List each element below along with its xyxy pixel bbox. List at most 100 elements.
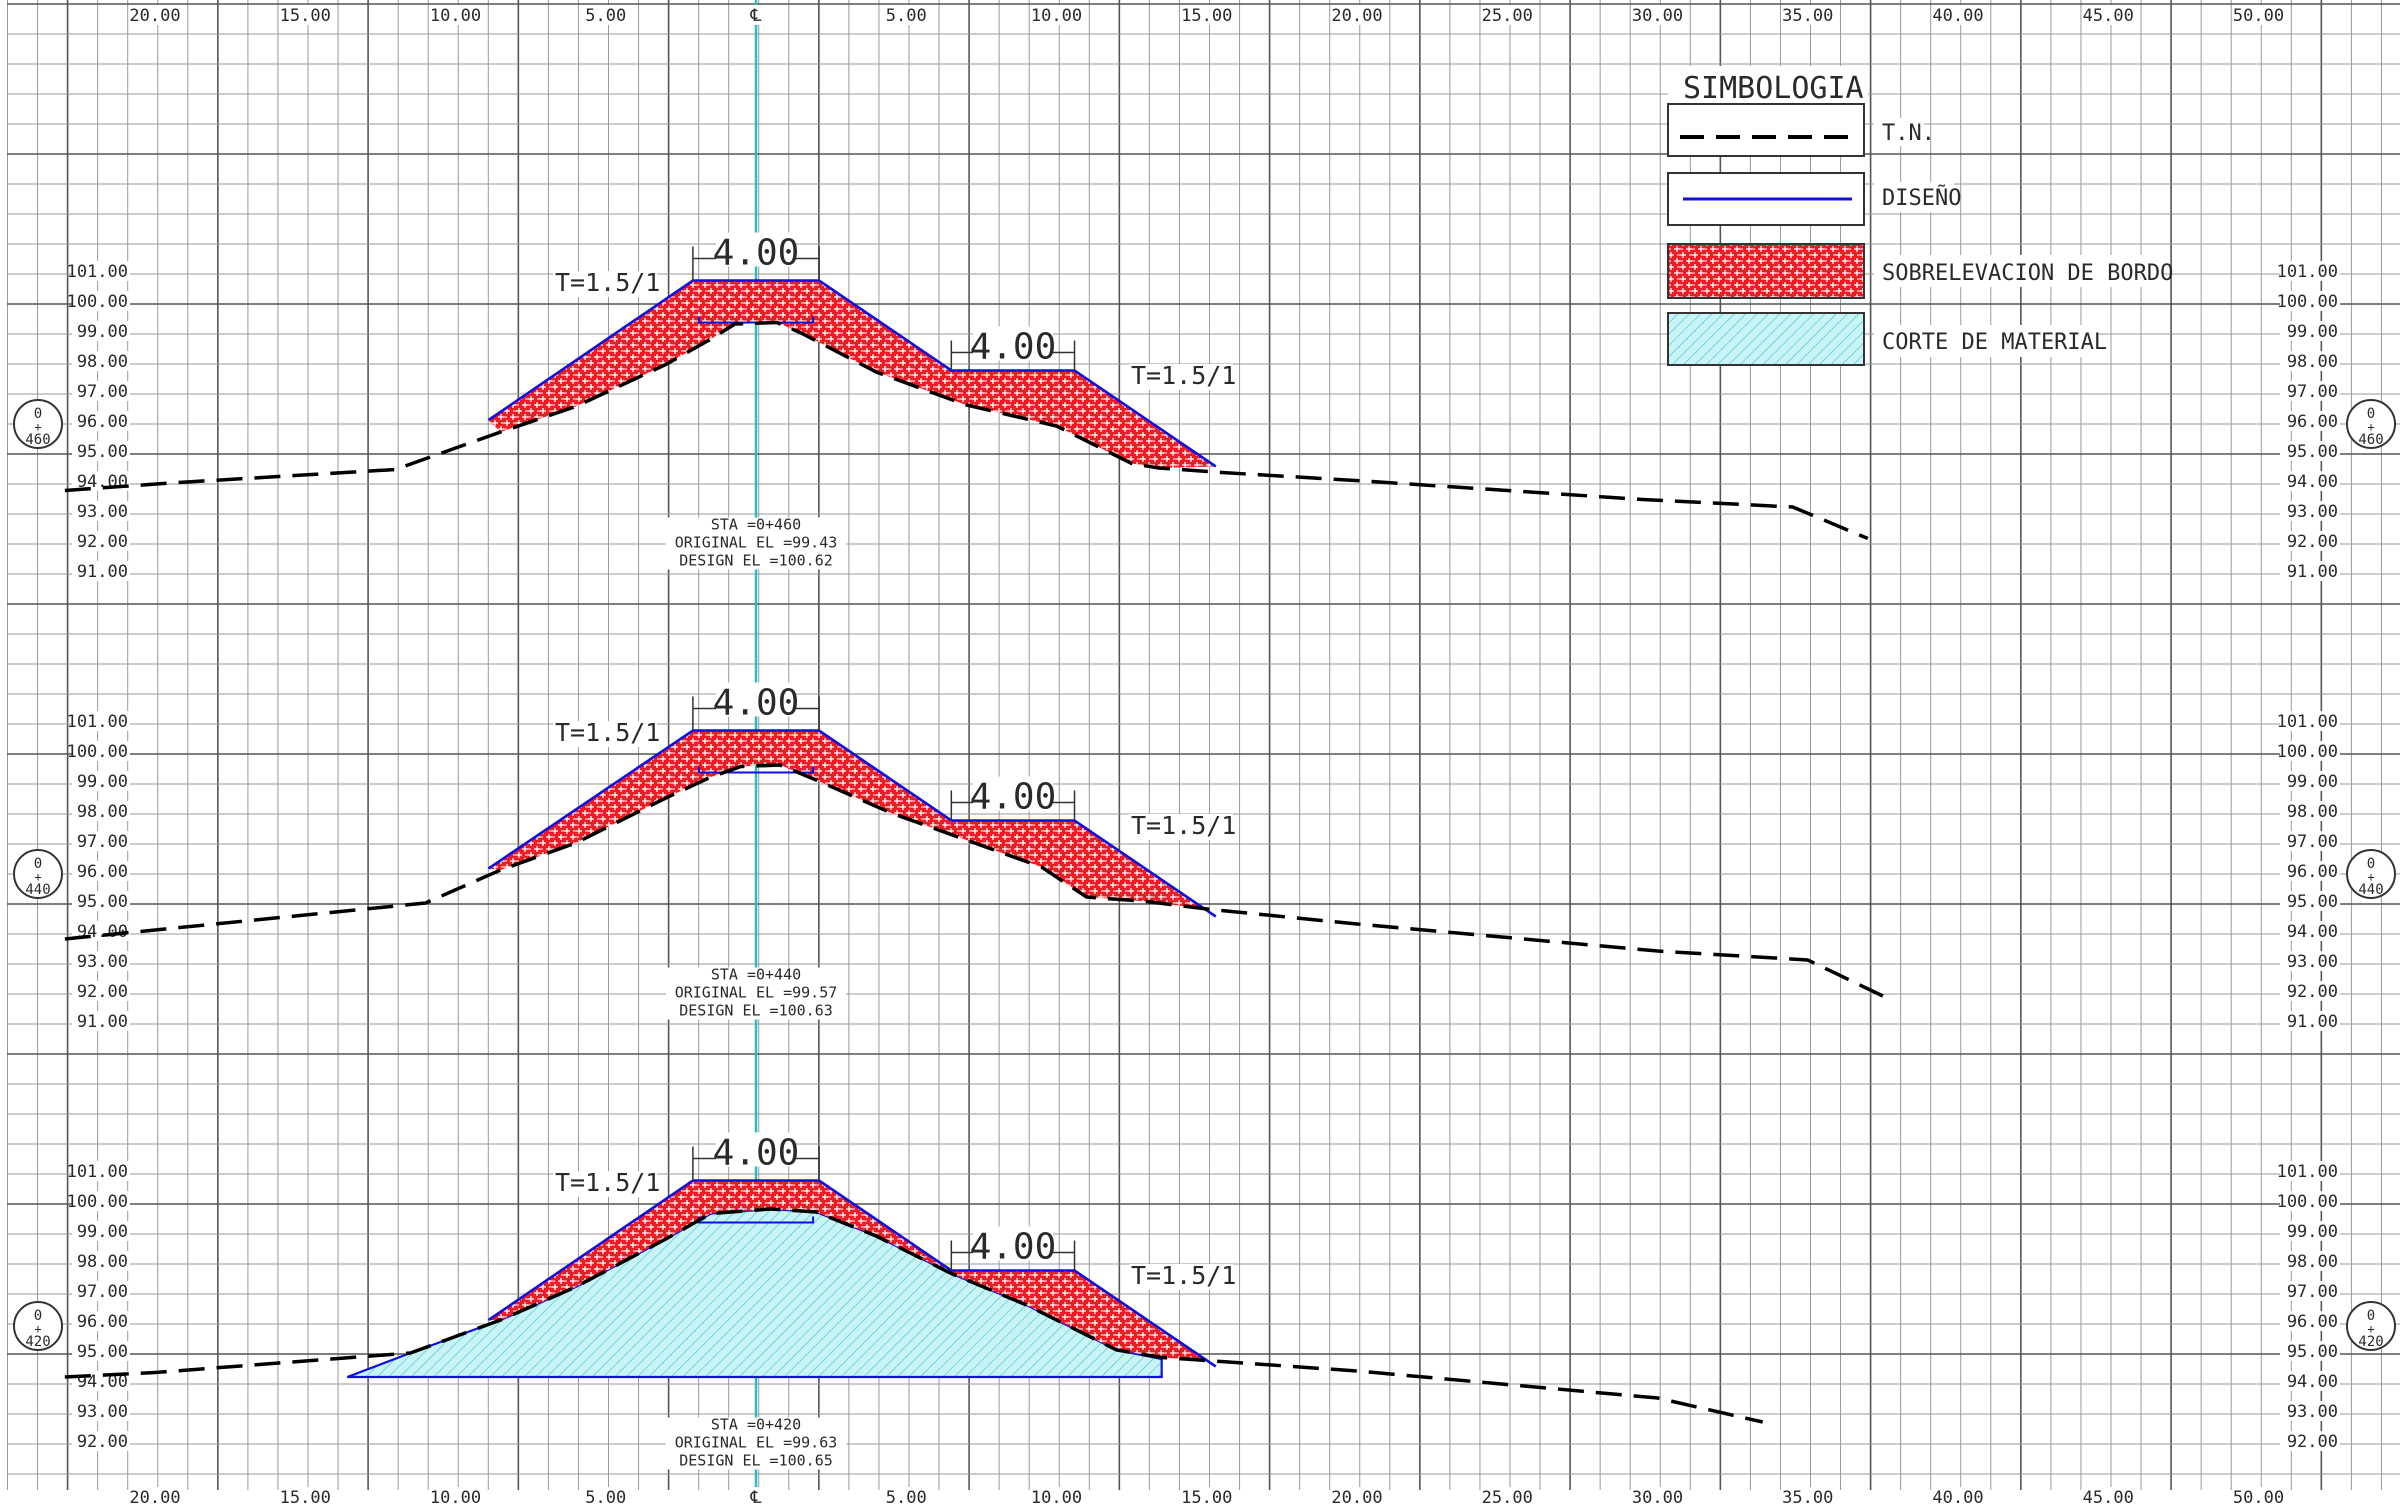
offset-label: 10.00	[430, 6, 481, 26]
legend-label-terrain: T.N.	[1882, 121, 1935, 146]
offset-label-bg	[429, 5, 482, 25]
offset-label-bg	[129, 5, 181, 25]
elev-label-bg	[2280, 1281, 2340, 1301]
station-badge-km: 0	[34, 406, 42, 422]
offset-label-bg	[579, 1487, 632, 1507]
bank-raise-area	[488, 280, 1216, 468]
elev-label-bg	[72, 831, 130, 851]
elev-label-bg	[72, 1281, 130, 1301]
elev-label-bg	[2280, 441, 2340, 461]
crest-dimension-bg	[716, 232, 796, 267]
elev-label-bg	[2280, 1401, 2340, 1421]
elevation-label-right: 92.00	[2287, 532, 2338, 552]
elevation-label-right: 91.00	[2287, 1012, 2338, 1032]
slope-left-label: T=1.5/1	[555, 268, 660, 297]
station-text-bg	[666, 517, 846, 570]
elev-label-bg	[72, 441, 130, 461]
elevation-label-right: 100.00	[2277, 742, 2338, 762]
elevation-label-left: 97.00	[77, 382, 128, 402]
slope-label-bg	[553, 271, 657, 297]
centerline-label: ℄	[750, 1488, 762, 1507]
centerline-label-bg	[746, 5, 766, 25]
elevation-label-right: 91.00	[2287, 562, 2338, 582]
offset-label: 20.00	[1331, 1488, 1382, 1507]
elev-label-bg	[2280, 921, 2340, 941]
offset-label: 20.00	[1331, 6, 1382, 26]
elev-label-bg	[72, 381, 130, 401]
elev-label-bg	[2280, 471, 2340, 491]
design-line	[487, 279, 1217, 468]
station-text: STA =0+420	[711, 1416, 801, 1434]
elev-label-bg	[72, 1191, 130, 1211]
offset-label: 5.00	[886, 6, 927, 26]
station-badge-plus: +	[34, 1322, 41, 1336]
station-badge-km: 0	[2367, 856, 2375, 872]
offset-label-bg	[1331, 5, 1383, 25]
elev-label-bg	[72, 351, 130, 371]
elev-label-bg	[2280, 501, 2340, 521]
station-badge-plus: +	[2367, 1322, 2374, 1336]
offset-label-bg	[1481, 1487, 1534, 1507]
legend-label-raise: SOBRELEVACION DE BORDO	[1882, 261, 2173, 286]
elev-label-bg	[72, 981, 130, 1001]
offset-axis-top: 20.00 15.00 10.00 5.00 ℄ 5.00 10.00 15.00 20.00 2…	[129, 5, 2285, 26]
elev-label-bg	[2280, 741, 2340, 761]
station-badge-plus: +	[34, 420, 41, 434]
station-badge-m: 420	[25, 1334, 50, 1350]
elevation-label-left: 92.00	[77, 1432, 128, 1452]
legend-swatch-cut	[1667, 312, 1865, 366]
elevation-label-right: 97.00	[2287, 1282, 2338, 1302]
station-badge-circle	[2346, 1301, 2396, 1351]
elevation-label-right: 98.00	[2287, 1252, 2338, 1272]
offset-label: 50.00	[2233, 1488, 2284, 1507]
offset-label-bg	[880, 5, 933, 25]
offset-label-bg	[1180, 1487, 1233, 1507]
elev-label-bg	[2280, 1161, 2340, 1181]
station-text: STA =0+460	[711, 516, 801, 534]
terrain-line	[64, 320, 1869, 541]
slope-label-bg	[1129, 364, 1233, 390]
original-elevation-text: ORIGINAL EL =99.63	[675, 1434, 838, 1452]
offset-label-bg	[129, 1487, 181, 1507]
sections: 101.00 101.00 100.00 100.00 99.00 99.00 98.00 9…	[13, 232, 2396, 1470]
elevation-label-left: 101.00	[67, 712, 128, 732]
offset-label: 15.00	[1181, 6, 1232, 26]
offset-axis-bottom: 20.00 15.00 10.00 5.00 ℄ 5.00 10.00 15.00 20.00 2…	[129, 1487, 2285, 1507]
offset-label-bg	[579, 5, 632, 25]
elevation-label-right: 96.00	[2287, 1312, 2338, 1332]
station-badge-circle	[13, 399, 63, 449]
elevation-label-right: 99.00	[2287, 322, 2338, 342]
offset-label: 35.00	[1782, 6, 1833, 26]
legend-swatch-terrain	[1667, 103, 1865, 157]
slope-right-label: T=1.5/1	[1131, 811, 1236, 840]
offset-label-bg	[880, 1487, 933, 1507]
elevation-label-right: 93.00	[2287, 502, 2338, 522]
elevation-label-left: 93.00	[77, 1402, 128, 1422]
elev-label-bg	[72, 1221, 130, 1241]
design-elevation-text: DESIGN EL =100.63	[679, 1002, 833, 1020]
elevation-label-left: 98.00	[77, 352, 128, 372]
centerline-label: ℄	[750, 6, 762, 26]
offset-label: 10.00	[430, 1488, 481, 1507]
offset-label: 45.00	[2083, 6, 2134, 26]
elev-label-bg	[72, 861, 130, 881]
elev-label-bg	[72, 951, 130, 971]
elev-label-bg	[2280, 1251, 2340, 1271]
original-elevation-text: ORIGINAL EL =99.57	[675, 984, 838, 1002]
elevation-label-left: 99.00	[77, 772, 128, 792]
elev-label-bg	[2280, 951, 2340, 971]
elevation-label-left: 96.00	[77, 1312, 128, 1332]
elevation-label-right: 96.00	[2287, 412, 2338, 432]
terrain-line	[64, 1207, 1764, 1424]
elev-label-bg	[72, 1161, 130, 1181]
legend-item-cut: CORTE DE MATERIAL	[1667, 312, 2107, 366]
station-badge-m: 460	[25, 432, 50, 448]
elevation-label-right: 98.00	[2287, 352, 2338, 372]
station-badge-circle	[13, 1301, 63, 1351]
station-badge-right: 0+420	[2346, 1301, 2396, 1351]
elev-label-bg	[2280, 1011, 2340, 1031]
elev-label-bg	[72, 501, 130, 521]
elev-label-bg	[72, 771, 130, 791]
bench-dimension-bg	[972, 776, 1053, 811]
elevation-label-left: 95.00	[77, 1342, 128, 1362]
